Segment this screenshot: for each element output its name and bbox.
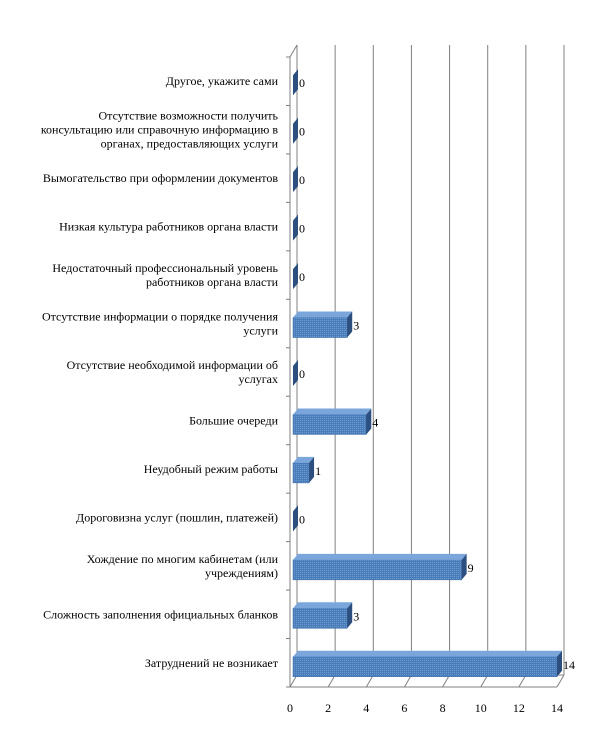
data-label: 14	[563, 658, 575, 672]
x-tick-label: 2	[325, 701, 331, 715]
category-label-line: органах, предоставляющих услуги	[101, 137, 279, 151]
category-label-line: работников органа власти	[146, 275, 279, 289]
bar-top	[293, 456, 315, 463]
category-label-line: Отсутствие возможности получить	[99, 109, 279, 123]
bar-top	[293, 602, 353, 609]
bar	[292, 462, 310, 484]
floor-gridline	[556, 674, 565, 688]
category-label: Неудобный режим работы	[144, 462, 278, 476]
bar	[292, 656, 558, 678]
bar-side	[293, 69, 298, 96]
data-label: 1	[315, 464, 321, 478]
category-label-line: Отсутствие информации о порядке получени…	[42, 310, 279, 324]
category-label: Сложность заполнения официальных бланков	[43, 607, 278, 621]
bar	[292, 559, 462, 581]
category-label-line: услугах	[238, 372, 278, 386]
category-label-line: учреждениям)	[205, 566, 278, 580]
wall-top-edge	[289, 44, 298, 58]
category-label-line: Сложность заполнения официальных бланков	[43, 607, 278, 621]
bar	[292, 414, 367, 435]
category-label: Отсутствие информации о порядке получени…	[42, 310, 279, 338]
bar	[292, 317, 348, 338]
category-label: Недостаточный профессиональный уровень ра…	[52, 261, 278, 289]
category-label: Затруднений не возникает	[145, 656, 279, 670]
category-label-line: Вымогательство при оформлении документов	[43, 171, 278, 185]
bar-side	[293, 263, 298, 290]
bar-side	[293, 117, 298, 144]
x-tick-label: 10	[475, 701, 487, 715]
category-label: Хождение по многим кабинетам (или учрежде…	[87, 552, 279, 580]
category-label-line: Отсутствие необходимой информации об	[67, 358, 278, 372]
data-label: 3	[353, 319, 359, 333]
x-tick-label: 8	[440, 701, 446, 715]
category-label: Другое, укажите сами	[166, 74, 279, 88]
category-label: Отсутствие возможности получить консульта…	[41, 109, 279, 151]
category-label: Большие очереди	[189, 413, 279, 427]
x-tick-label: 14	[551, 701, 563, 715]
category-label-line: Большие очереди	[189, 413, 279, 427]
bar-side	[293, 505, 298, 532]
bar-side	[293, 214, 298, 241]
bar-side	[293, 166, 298, 193]
bar-top	[293, 408, 372, 415]
x-tick-label: 4	[363, 701, 369, 715]
data-label: 0	[299, 173, 305, 187]
category-label-line: Низкая культура работников органа власти	[59, 220, 279, 234]
data-label: 0	[299, 512, 305, 526]
category-label-line: Недостаточный профессиональный уровень	[52, 261, 278, 275]
bar-side	[309, 456, 315, 483]
bar-top	[293, 311, 353, 318]
data-label: 0	[299, 125, 305, 139]
x-tick-label: 6	[401, 701, 407, 715]
category-label: Низкая культура работников органа власти	[59, 220, 279, 234]
x-tick-label: 12	[513, 701, 525, 715]
data-label: 4	[372, 415, 378, 429]
data-label: 0	[299, 367, 305, 381]
category-label-line: консультацию или справочную информацию в	[41, 123, 278, 137]
category-label: Отсутствие необходимой информации об услу…	[67, 358, 278, 386]
data-label: 3	[353, 609, 359, 623]
category-label-line: Хождение по многим кабинетам (или	[87, 552, 279, 566]
category-label: Вымогательство при оформлении документов	[43, 171, 278, 185]
bar-side	[557, 650, 562, 677]
bar-top	[293, 650, 562, 657]
data-label: 0	[299, 270, 305, 284]
x-tick-label: 0	[287, 701, 293, 715]
bar-side	[347, 602, 353, 629]
category-label: Дороговизна услуг (пошлин, платежей)	[76, 510, 278, 524]
bar	[292, 608, 348, 629]
category-label-line: Другое, укажите сами	[166, 74, 279, 88]
bar-side	[366, 408, 372, 435]
data-label: 0	[299, 76, 305, 90]
bar-side	[293, 360, 298, 386]
category-label-line: Затруднений не возникает	[145, 656, 279, 670]
category-label-line: Дороговизна услуг (пошлин, платежей)	[76, 510, 278, 524]
bar-top	[293, 553, 467, 560]
data-label: 0	[299, 222, 305, 236]
category-label-line: Неудобный режим работы	[144, 462, 278, 476]
data-label: 9	[468, 561, 474, 575]
bar-side	[461, 553, 467, 580]
category-label-line: услуги	[243, 324, 278, 338]
bar-side	[347, 311, 353, 338]
